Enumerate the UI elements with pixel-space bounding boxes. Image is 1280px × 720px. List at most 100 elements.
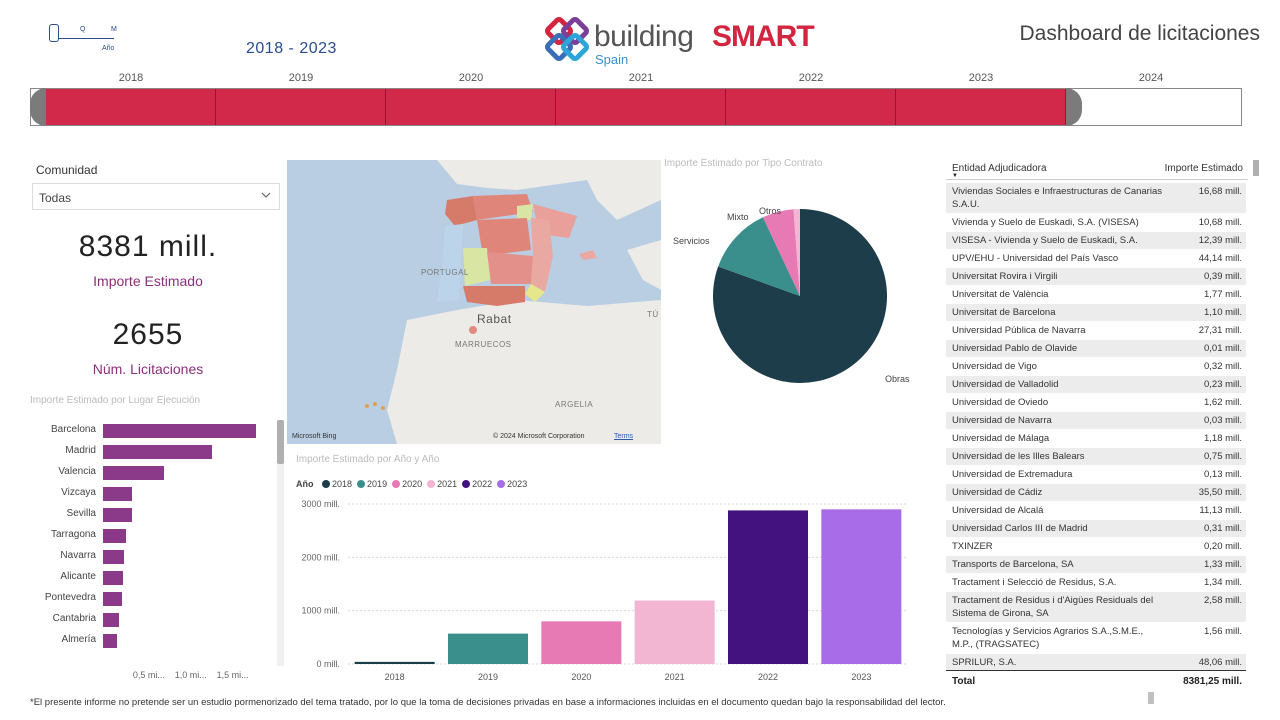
table-row[interactable]: Universidad Pablo de Olavide 0,01 mill. bbox=[946, 340, 1246, 358]
table-scrollbar-thumb[interactable] bbox=[1253, 160, 1259, 176]
map-terms-link[interactable]: Terms bbox=[614, 433, 634, 440]
pie-svg[interactable] bbox=[665, 178, 935, 410]
scrollbar-thumb[interactable] bbox=[277, 420, 284, 464]
table-row[interactable]: Universitat de València 1,77 mill. bbox=[946, 286, 1246, 304]
timeline-start-handle[interactable] bbox=[30, 88, 46, 126]
pie-slice-servicios[interactable] bbox=[718, 217, 800, 296]
map-marker-canarias-2 bbox=[373, 402, 377, 406]
table-row[interactable]: Universidad de Málaga 1,18 mill. bbox=[946, 430, 1246, 448]
column-bar-2022[interactable] bbox=[728, 510, 808, 664]
lugar-bar[interactable] bbox=[103, 424, 257, 438]
table-col-entidad[interactable]: Entidad Adjudicadora bbox=[952, 163, 1047, 174]
lugar-bar[interactable] bbox=[103, 445, 212, 459]
table-row[interactable]: Universidad Pública de Navarra 27,31 mill… bbox=[946, 322, 1246, 340]
column-bar-2019[interactable] bbox=[448, 633, 528, 664]
lugar-chart-scrollbar[interactable] bbox=[277, 420, 284, 666]
period-granularity-slider[interactable]: Y Q M Año bbox=[44, 20, 134, 60]
timeline-segment-2020[interactable] bbox=[386, 89, 556, 125]
table-row[interactable]: Universitat Rovira i Virgili 0,39 mill. bbox=[946, 268, 1246, 286]
lugar-bar[interactable] bbox=[103, 634, 118, 648]
lugar-bar[interactable] bbox=[103, 592, 123, 606]
table-row[interactable]: VISESA - Vivienda y Suelo de Euskadi, S.… bbox=[946, 232, 1246, 250]
table-row[interactable]: Universidad de Cádiz 35,50 mill. bbox=[946, 484, 1246, 502]
map-canvas[interactable] bbox=[287, 160, 661, 444]
lugar-bar-row[interactable]: Madrid bbox=[30, 441, 290, 462]
period-option-quarter[interactable]: Q bbox=[80, 26, 86, 33]
table-row[interactable]: Universidad de Oviedo 1,62 mill. bbox=[946, 394, 1246, 412]
lugar-bar-row[interactable]: Navarra bbox=[30, 546, 290, 567]
x-tick-label: 2021 bbox=[665, 672, 685, 682]
column-bar-2020[interactable] bbox=[541, 621, 622, 664]
table-row[interactable]: Universidad de Alcalá 11,13 mill. bbox=[946, 502, 1246, 520]
pie-slice-mixto[interactable] bbox=[762, 209, 800, 296]
pie-slice-otros[interactable] bbox=[793, 209, 800, 296]
cell-entidad: Universidad de Valladolid bbox=[952, 379, 1059, 390]
table-row[interactable]: Universidad de Extremadura 0,13 mill. bbox=[946, 466, 1246, 484]
table-row[interactable]: Tecnologías y Servicios Agrarios S.A.,S.… bbox=[946, 623, 1246, 654]
lugar-bar-row[interactable]: Almería bbox=[30, 630, 290, 651]
comunidad-dropdown[interactable]: Todas bbox=[32, 183, 280, 210]
legend-item[interactable]: 2021 bbox=[427, 479, 457, 489]
lugar-bar[interactable] bbox=[103, 487, 133, 501]
table-row[interactable]: Tractament de Residus i d'Aigües Residua… bbox=[946, 592, 1246, 623]
timeline-segment-2018[interactable] bbox=[46, 89, 216, 125]
lugar-bar-row[interactable]: Pontevedra bbox=[30, 588, 290, 609]
map-marker-canarias-1 bbox=[365, 404, 369, 408]
table-row[interactable]: Universidad de les Illes Balears 0,75 mil… bbox=[946, 448, 1246, 466]
lugar-bar-row[interactable]: Sevilla bbox=[30, 504, 290, 525]
legend-item[interactable]: 2018 bbox=[322, 479, 352, 489]
lugar-ejecucion-bar-chart[interactable]: Barcelona Madrid Valencia Vizcaya Sevilla Tar… bbox=[30, 420, 290, 686]
table-row[interactable]: Universitat de Barcelona 1,10 mill. bbox=[946, 304, 1246, 322]
lugar-bar[interactable] bbox=[103, 550, 124, 564]
lugar-bar-row[interactable]: Barcelona bbox=[30, 420, 290, 441]
timeline-segment-2023[interactable] bbox=[896, 89, 1066, 125]
table-row[interactable]: Universidad Carlos III de Madrid 0,31 mil… bbox=[946, 520, 1246, 538]
table-row[interactable]: Viviendas Sociales e Infraestructuras de… bbox=[946, 183, 1246, 214]
timeline-bar[interactable] bbox=[30, 88, 1242, 126]
timeline-end-handle[interactable] bbox=[1066, 88, 1082, 126]
lugar-bar-row[interactable]: Valencia bbox=[30, 462, 290, 483]
table-row[interactable]: Universidad de Vigo 0,32 mill. bbox=[946, 358, 1246, 376]
lugar-bar-row[interactable]: Tarragona bbox=[30, 525, 290, 546]
column-svg[interactable]: 0 mill. 1000 mill. 2000 mill. 3000 mill. 201… bbox=[290, 496, 920, 686]
legend-item[interactable]: 2023 bbox=[497, 479, 527, 489]
lugar-bar[interactable] bbox=[103, 529, 126, 543]
legend-item[interactable]: 2020 bbox=[392, 479, 422, 489]
map-region-castilla-mancha bbox=[487, 252, 533, 284]
lugar-bar-row[interactable]: Vizcaya bbox=[30, 483, 290, 504]
column-bar-2023[interactable] bbox=[821, 509, 902, 664]
column-bar-2018[interactable] bbox=[354, 661, 435, 664]
anio-chart-legend: Año 2018 2019 2020 2021 2022 2023 bbox=[296, 479, 532, 493]
timeline-segment-2022[interactable] bbox=[726, 89, 896, 125]
anio-column-chart[interactable]: 0 mill. 1000 mill. 2000 mill. 3000 mill. 201… bbox=[290, 496, 920, 686]
period-option-month[interactable]: M bbox=[111, 26, 117, 33]
lugar-bar[interactable] bbox=[103, 508, 133, 522]
column-bar-2021[interactable] bbox=[634, 600, 715, 664]
lugar-bar[interactable] bbox=[103, 613, 119, 627]
buildingsmart-logo: building SMART Spain bbox=[540, 14, 830, 70]
legend-item[interactable]: 2019 bbox=[357, 479, 387, 489]
period-knob[interactable] bbox=[49, 24, 59, 42]
timeline-segment-2021[interactable] bbox=[556, 89, 726, 125]
table-row[interactable]: UPV/EHU - Universidad del País Vasco 44,1… bbox=[946, 250, 1246, 268]
tipo-contrato-pie-chart[interactable]: Obras Servicios Mixto Otros bbox=[665, 178, 935, 410]
lugar-bar-row[interactable]: Alicante bbox=[30, 567, 290, 588]
table-row[interactable]: SPRILUR, S.A. 48,06 mill. bbox=[946, 654, 1246, 672]
timeline-segment-2019[interactable] bbox=[216, 89, 386, 125]
legend-item[interactable]: 2022 bbox=[462, 479, 492, 489]
lugar-bar-row[interactable]: Cantabria bbox=[30, 609, 290, 630]
table-col-importe[interactable]: Importe Estimado bbox=[1164, 163, 1243, 174]
table-hscrollbar-thumb[interactable] bbox=[1148, 692, 1154, 704]
table-row[interactable]: Vivienda y Suelo de Euskadi, S.A. (VISES… bbox=[946, 214, 1246, 232]
entidad-table[interactable]: Entidad Adjudicadora ▼ Importe Estimado … bbox=[946, 158, 1248, 692]
table-row[interactable]: Universidad de Valladolid 0,23 mill. bbox=[946, 376, 1246, 394]
year-timeline-slicer[interactable]: 2018 2019 2020 2021 2022 2023 2024 bbox=[30, 70, 1242, 128]
table-row[interactable]: Tractament i Selecció de Residus, S.A. 1,… bbox=[946, 574, 1246, 592]
table-row[interactable]: Transports de Barcelona, SA 1,33 mill. bbox=[946, 556, 1246, 574]
spain-map[interactable]: PORTUGAL Rabat MARRUECOS ARGELIA TÚ Micr… bbox=[287, 160, 661, 444]
sort-descending-icon[interactable]: ▼ bbox=[952, 173, 958, 179]
lugar-bar[interactable] bbox=[103, 571, 124, 585]
lugar-bar[interactable] bbox=[103, 466, 165, 480]
table-row[interactable]: TXINZER 0,20 mill. bbox=[946, 538, 1246, 556]
table-row[interactable]: Universidad de Navarra 0,03 mill. bbox=[946, 412, 1246, 430]
